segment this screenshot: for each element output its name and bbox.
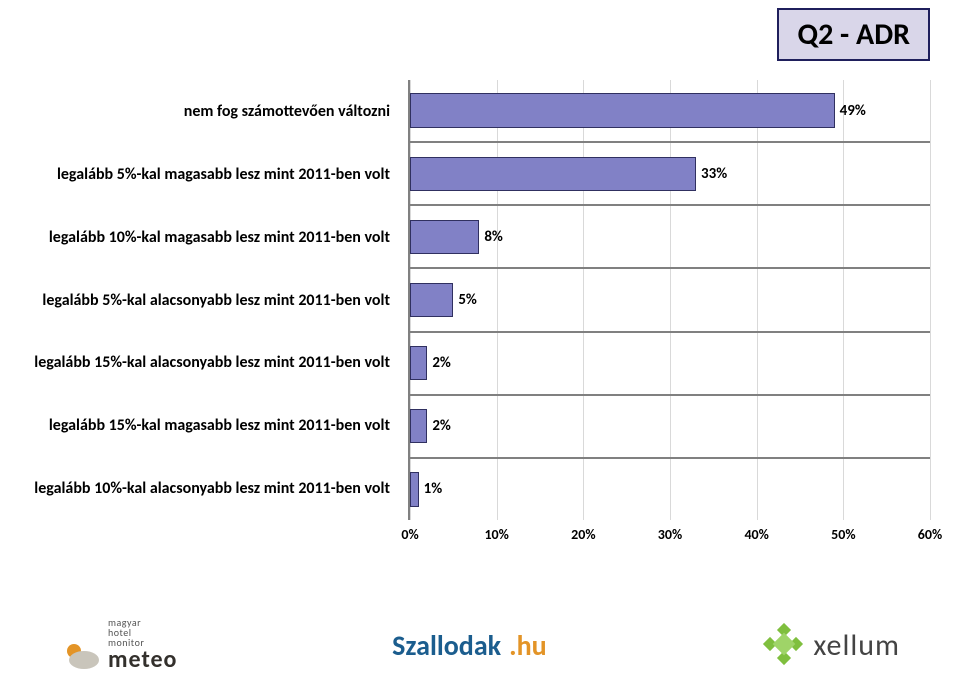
logo-meteo: magyar hotel monitor meteo <box>60 618 177 672</box>
bar: 2% <box>410 409 427 443</box>
bar-value: 33% <box>701 165 727 183</box>
bar-value: 8% <box>484 228 503 246</box>
page-title-badge: Q2 - ADR <box>777 8 930 61</box>
logo-szallodak: Szallodak.hu <box>392 628 546 663</box>
category-label: legalább 5%-kal magasabb lesz mint 2011-… <box>20 143 400 206</box>
logo-xellum: xellum <box>761 623 900 667</box>
page-title: Q2 - ADR <box>797 16 910 53</box>
bar-row: 5% <box>410 269 930 332</box>
x-tick-label: 10% <box>484 526 508 543</box>
logo-meteo-brand: meteo <box>108 648 177 672</box>
category-label: legalább 10%-kal magasabb lesz mint 2011… <box>20 206 400 269</box>
bar: 1% <box>410 472 419 506</box>
x-tick-label: 40% <box>744 526 768 543</box>
x-tick-label: 50% <box>831 526 855 543</box>
bar-row: 33% <box>410 143 930 206</box>
category-label: legalább 15%-kal alacsonyabb lesz mint 2… <box>20 331 400 394</box>
category-label: nem fog számottevően változni <box>20 80 400 143</box>
category-label: legalább 10%-kal alacsonyabb lesz mint 2… <box>20 457 400 520</box>
bar-value: 2% <box>432 354 451 372</box>
sun-cloud-icon <box>60 640 102 672</box>
bar-row: 2% <box>410 333 930 396</box>
x-tick-label: 60% <box>918 526 942 543</box>
gridline <box>930 80 931 520</box>
bar-row: 2% <box>410 396 930 459</box>
diamond-cluster-icon <box>761 623 805 667</box>
bar-value: 1% <box>424 480 443 498</box>
x-tick-label: 20% <box>571 526 595 543</box>
bar: 2% <box>410 346 427 380</box>
chart: nem fog számottevően változni legalább 5… <box>20 80 940 560</box>
footer: magyar hotel monitor meteo Szallodak.hu … <box>0 600 960 690</box>
logo-xellum-text: xellum <box>813 627 900 664</box>
bar: 8% <box>410 220 479 254</box>
logo-szallodak-part2: .hu <box>509 628 547 663</box>
bar-value: 5% <box>458 291 477 309</box>
bar-rows: 49% 33% 8% 5% 2% 2% 1% <box>410 80 930 520</box>
bar-row: 8% <box>410 206 930 269</box>
category-labels: nem fog számottevően változni legalább 5… <box>20 80 400 520</box>
bar: 5% <box>410 283 453 317</box>
plot-area: 49% 33% 8% 5% 2% 2% 1% <box>410 80 930 520</box>
category-label: legalább 5%-kal alacsonyabb lesz mint 20… <box>20 269 400 332</box>
logo-szallodak-part1: Szallodak <box>392 628 501 663</box>
x-tick-label: 30% <box>658 526 682 543</box>
category-label: legalább 15%-kal magasabb lesz mint 2011… <box>20 394 400 457</box>
bar-value: 49% <box>840 102 866 120</box>
x-ticks: 0%10%20%30%40%50%60% <box>410 520 930 550</box>
bar-value: 2% <box>432 417 451 435</box>
bar-row: 49% <box>410 80 930 143</box>
bar: 33% <box>410 157 696 191</box>
x-tick-label: 0% <box>401 526 418 543</box>
bar: 49% <box>410 93 835 127</box>
bar-row: 1% <box>410 459 930 520</box>
